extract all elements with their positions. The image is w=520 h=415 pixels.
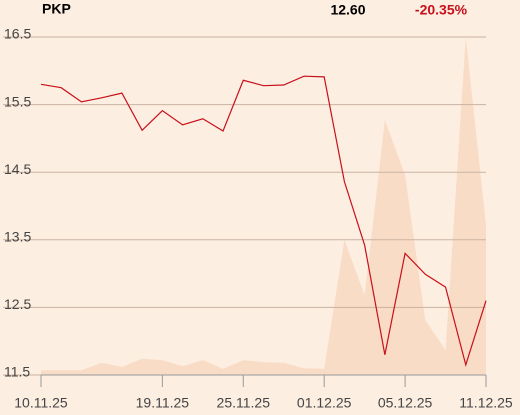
y-tick-label: 13.5: [4, 229, 31, 245]
x-tick-label: 11.12.25: [459, 395, 513, 411]
last-price: 12.60: [330, 2, 365, 18]
y-tick-label: 11.5: [4, 364, 30, 380]
y-tick-label: 16.5: [4, 26, 31, 42]
x-tick-label: 05.12.25: [378, 395, 433, 411]
x-tick-label: 19.11.25: [136, 395, 190, 411]
ticker: PKP: [42, 1, 71, 17]
x-tick-label: 25.11.25: [217, 395, 271, 411]
x-tick-label: 10.11.25: [14, 395, 68, 411]
x-tick-label: 01.12.25: [297, 395, 352, 411]
y-tick-label: 12.5: [4, 296, 31, 312]
price-line: [40, 75, 487, 368]
volume-area: [41, 37, 486, 375]
y-tick-label: 14.5: [4, 161, 31, 177]
y-tick-label: 15.5: [4, 93, 31, 109]
change: -20.35%: [415, 2, 468, 18]
